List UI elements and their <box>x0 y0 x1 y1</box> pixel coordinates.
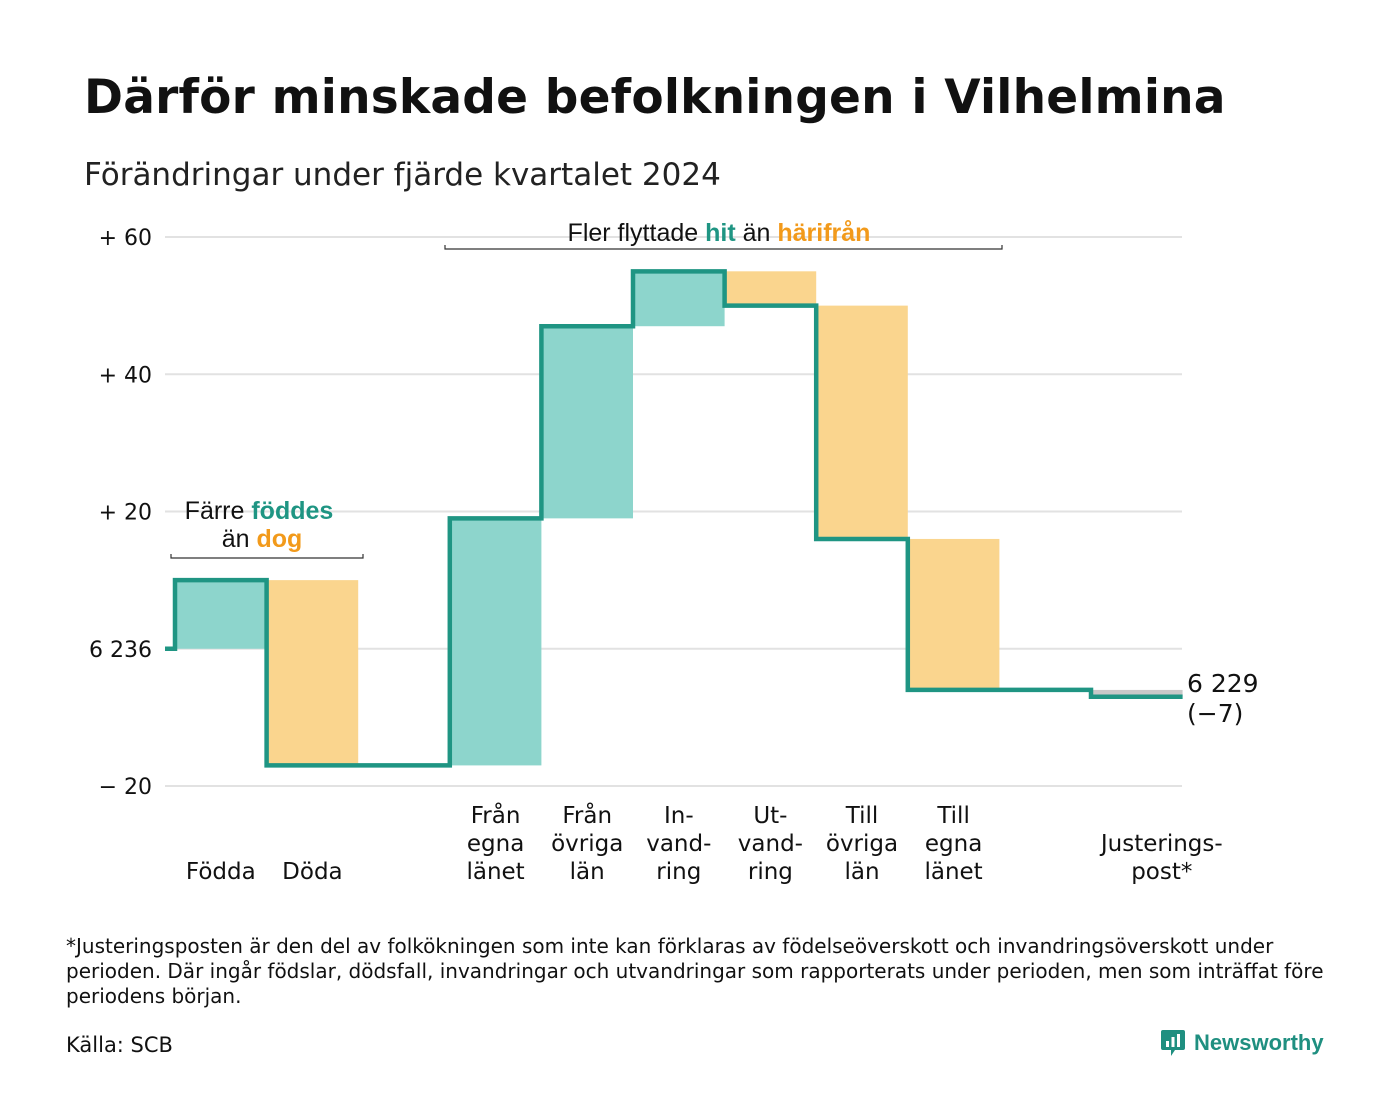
newsworthy-logo-icon <box>1161 1030 1185 1056</box>
annotation-span: Fler flyttade <box>568 219 706 247</box>
annotation-span: härifrån <box>777 219 870 247</box>
end-value-label: 6 229 <box>1187 669 1259 698</box>
annotation-span: dog <box>256 525 302 553</box>
x-category-label: län <box>570 859 605 885</box>
waterfall-bar <box>449 518 542 766</box>
y-tick-label: + 40 <box>99 363 152 388</box>
x-category-label: ring <box>656 859 701 885</box>
annotation-births-deaths-line2: än dog <box>222 525 303 553</box>
waterfall-bar <box>541 326 633 519</box>
x-category-label: Födda <box>186 859 256 885</box>
annotation-span: än <box>736 219 778 247</box>
brand-name: Newsworthy <box>1194 1030 1324 1055</box>
brand-logo: Newsworthy <box>1160 1028 1324 1058</box>
annotation-span: än <box>222 525 257 553</box>
x-category-label: övriga <box>826 831 898 857</box>
annotation-bracket <box>170 554 364 559</box>
waterfall-bar <box>175 580 267 649</box>
x-category-label: egna <box>925 831 982 857</box>
annotation-span: Färre <box>185 497 252 525</box>
chart-title: Därför minskade befolkningen i Vilhelmin… <box>84 70 1226 125</box>
annotation-span: hit <box>705 219 736 247</box>
x-category-label: Från <box>471 801 521 829</box>
x-category-label: övriga <box>551 831 623 857</box>
x-category-label: länet <box>466 859 524 885</box>
waterfall-bar <box>907 538 1000 690</box>
x-category-label: Till <box>936 803 970 829</box>
footnote: *Justeringsposten är den del av folkökni… <box>66 934 1324 1008</box>
annotation-births-deaths: Färre föddes <box>185 497 334 525</box>
running-total-line <box>165 269 1183 768</box>
x-category-label: post* <box>1131 859 1192 885</box>
annotation-span: föddes <box>251 497 333 525</box>
x-category-label: Justerings- <box>1099 831 1223 857</box>
annotation-bracket <box>444 245 1003 250</box>
end-change-label: (−7) <box>1187 699 1243 728</box>
x-category-label: län <box>844 859 879 885</box>
waterfall-bar <box>724 271 817 306</box>
y-tick-label: + 20 <box>99 501 152 526</box>
x-category-label: vand- <box>646 831 711 857</box>
chart-subtitle: Förändringar under fjärde kvartalet 2024 <box>84 157 721 193</box>
x-category-label: vand- <box>738 831 803 857</box>
x-category-label: ring <box>748 859 793 885</box>
annotation-migration: Fler flyttade hit än härifrån <box>568 219 871 247</box>
x-category-label: Till <box>845 803 879 829</box>
y-tick-label: + 60 <box>99 226 152 251</box>
waterfall-bar <box>266 580 359 766</box>
x-category-label: Från <box>562 801 612 829</box>
x-category-label: In- <box>664 803 694 829</box>
x-category-label: Ut- <box>753 803 787 829</box>
y-tick-label: 6 236 <box>89 638 152 663</box>
x-category-label: egna <box>467 831 524 857</box>
waterfall-bar <box>1091 689 1183 697</box>
waterfall-bar <box>816 305 908 539</box>
source-label: Källa: SCB <box>66 1033 173 1057</box>
waterfall-bar <box>633 271 725 327</box>
x-category-label: Döda <box>282 859 342 885</box>
y-tick-label: − 20 <box>99 775 152 800</box>
x-category-label: länet <box>924 859 982 885</box>
